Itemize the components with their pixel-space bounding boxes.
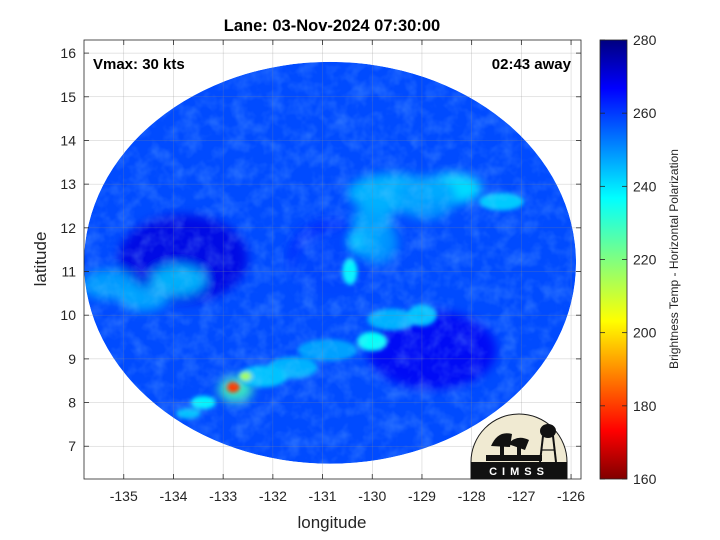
y-tick-label: 13 xyxy=(60,176,76,192)
colorbar-tick-label: 220 xyxy=(633,252,657,268)
cimss-logo: CIMSS xyxy=(470,413,568,480)
y-tick-label: 7 xyxy=(68,438,76,454)
colorbar-tick-label: 260 xyxy=(633,105,657,121)
colorbar-tick-label: 240 xyxy=(633,178,657,194)
ticks xyxy=(84,40,581,479)
x-axis-label: longitude xyxy=(297,513,366,532)
x-tick-label: -126 xyxy=(557,488,585,504)
y-tick-label: 9 xyxy=(68,351,76,367)
y-axis-label: latitude xyxy=(31,232,50,287)
colorbar-tick-label: 180 xyxy=(633,398,657,414)
y-tick-label: 16 xyxy=(60,45,76,61)
colorbar-ticks: 160 180 200 220 240 260 280 xyxy=(600,32,657,487)
y-tick-label: 14 xyxy=(60,132,76,148)
time-away-annotation: 02:43 away xyxy=(492,56,572,73)
vmax-annotation: Vmax: 30 kts xyxy=(93,56,185,73)
x-tick-labels: -135 -134 -133 -132 -131 -130 -129 -128 -127 -126 xyxy=(110,488,586,504)
colorbar-tick-label: 280 xyxy=(633,32,657,48)
colorbar-label: Brightness Temp - Horizontal Polarizatio… xyxy=(667,149,681,369)
x-tick-label: -131 xyxy=(309,488,337,504)
y-tick-label: 15 xyxy=(60,89,76,105)
x-tick-label: -128 xyxy=(458,488,486,504)
y-tick-label: 12 xyxy=(60,220,76,236)
swath-texture xyxy=(84,61,577,464)
colorbar-tick-label: 160 xyxy=(633,471,657,487)
y-tick-label: 10 xyxy=(60,307,76,323)
x-tick-label: -130 xyxy=(358,488,386,504)
chart-title: Lane: 03-Nov-2024 07:30:00 xyxy=(224,17,440,35)
x-tick-label: -127 xyxy=(507,488,535,504)
logo-text: CIMSS xyxy=(489,466,549,478)
colorbar: 160 180 200 220 240 260 280 Brightness Temp - … xyxy=(599,32,681,487)
swath-image xyxy=(84,61,577,464)
y-tick-label: 11 xyxy=(61,264,76,280)
x-tick-label: -134 xyxy=(159,488,187,504)
y-tick-labels: 7 8 9 10 11 12 13 14 15 16 xyxy=(60,45,76,454)
x-tick-label: -129 xyxy=(408,488,436,504)
x-tick-label: -133 xyxy=(209,488,237,504)
grid xyxy=(84,40,581,479)
x-tick-label: -132 xyxy=(259,488,287,504)
axes-box xyxy=(83,39,582,480)
x-tick-label: -135 xyxy=(110,488,138,504)
y-tick-label: 8 xyxy=(68,395,76,411)
colorbar-tick-label: 200 xyxy=(633,325,657,341)
